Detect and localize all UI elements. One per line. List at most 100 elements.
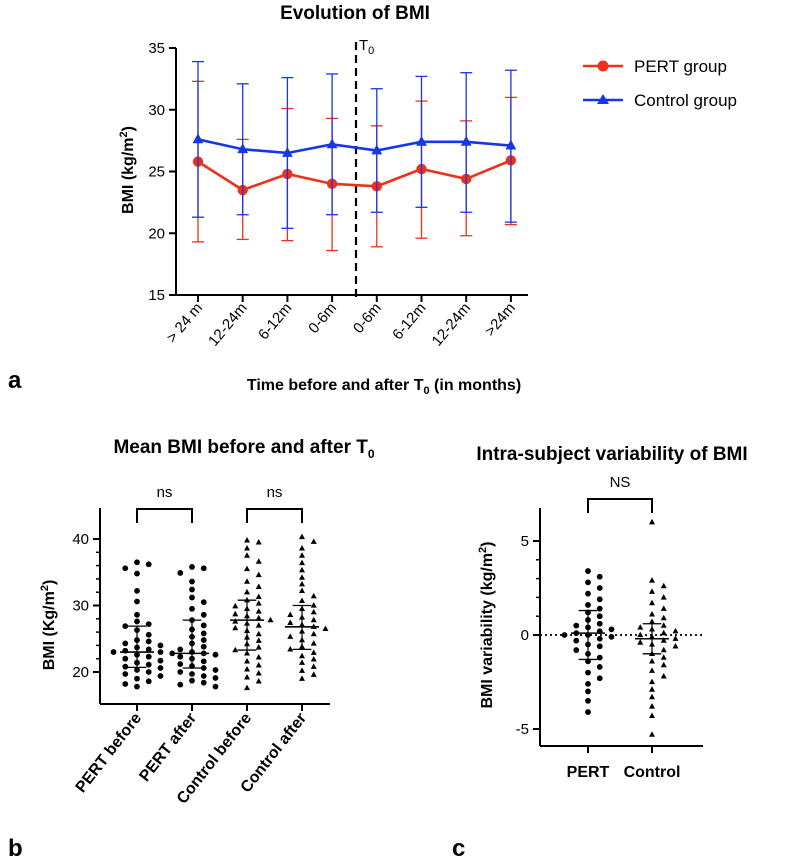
data-point	[648, 577, 656, 583]
group-2	[230, 536, 274, 691]
x-tick-label: 12-24m	[205, 300, 251, 350]
data-point	[134, 611, 140, 618]
data-point	[255, 614, 262, 621]
data-point	[200, 665, 207, 671]
chart-b-title: Mean BMI before and after T0	[113, 437, 374, 461]
data-point	[660, 594, 667, 600]
data-point	[122, 655, 129, 662]
data-point	[189, 677, 195, 684]
data-point	[310, 602, 317, 608]
chart-a-legend: PERT group Control group	[583, 57, 737, 110]
data-point	[596, 620, 603, 627]
t0-marker-label: T0	[359, 37, 374, 57]
data-point	[561, 632, 568, 638]
y-tick-label: 20	[148, 225, 165, 242]
chart-a-title: Evolution of BMI	[280, 3, 430, 24]
data-point	[648, 518, 656, 525]
data-point	[298, 559, 306, 566]
data-point	[371, 144, 383, 155]
data-point	[177, 661, 184, 667]
data-point	[648, 618, 656, 625]
data-point	[660, 614, 667, 621]
data-point	[212, 683, 219, 690]
data-point	[200, 630, 207, 637]
data-point	[596, 585, 603, 591]
y-tick-label: 30	[72, 598, 89, 615]
data-point	[282, 146, 293, 157]
data-point	[157, 642, 164, 649]
data-point	[648, 657, 656, 664]
data-point	[200, 565, 207, 572]
data-point	[326, 138, 338, 149]
data-point	[232, 624, 239, 631]
y-tick-label: 25	[148, 164, 165, 181]
data-point	[310, 671, 317, 677]
data-point	[145, 621, 152, 628]
data-point	[585, 568, 591, 574]
data-point	[200, 611, 207, 618]
data-point	[145, 661, 152, 668]
data-point	[596, 643, 603, 650]
data-point	[672, 635, 679, 641]
x-tick-label: > 24 m	[163, 300, 206, 346]
data-point	[298, 587, 306, 594]
data-point	[298, 544, 306, 551]
chart-b-ylabel: BMI (Kg/m2)	[39, 580, 58, 671]
data-point	[637, 639, 644, 645]
data-point	[255, 669, 262, 676]
significance-bracket	[587, 498, 653, 513]
y-tick-label: 30	[148, 102, 165, 119]
x-tick-label: 6-12m	[255, 300, 295, 344]
y-tick-label: -5	[516, 721, 529, 738]
data-point	[134, 667, 140, 673]
data-point	[255, 677, 262, 684]
data-point	[177, 570, 184, 576]
data-point	[200, 637, 207, 643]
data-point	[177, 669, 184, 675]
data-point	[660, 605, 667, 611]
data-point	[177, 653, 184, 660]
y-tick-label: 35	[148, 40, 165, 57]
data-point	[212, 675, 219, 681]
data-point	[232, 610, 239, 617]
data-point	[573, 647, 580, 653]
data-point	[243, 588, 251, 595]
data-point	[648, 712, 656, 719]
data-point	[648, 693, 656, 700]
data-point	[212, 651, 219, 658]
data-point	[287, 619, 294, 625]
data-point	[637, 631, 644, 638]
y-tick-label: 15	[148, 287, 165, 304]
data-point	[243, 658, 251, 664]
data-point	[310, 640, 317, 646]
data-point	[243, 536, 251, 543]
data-point	[243, 578, 251, 584]
data-point	[157, 649, 164, 655]
data-point	[585, 688, 591, 695]
data-point	[145, 638, 152, 645]
data-point	[460, 135, 472, 146]
data-point	[232, 646, 239, 653]
data-point	[189, 671, 195, 677]
data-point	[672, 627, 679, 634]
data-point	[298, 597, 306, 604]
series-control	[192, 60, 517, 229]
data-point	[267, 616, 274, 623]
data-point	[660, 673, 667, 679]
data-point	[134, 618, 140, 625]
data-point	[177, 681, 184, 688]
data-point	[189, 586, 195, 593]
data-point	[255, 662, 262, 668]
data-point	[122, 671, 129, 677]
data-point	[255, 630, 262, 637]
data-point	[255, 600, 262, 606]
x-tick-label: PERT	[567, 764, 610, 781]
significance-label: ns	[267, 484, 283, 501]
data-point	[416, 135, 427, 146]
series-line	[197, 138, 512, 155]
data-point	[608, 633, 615, 640]
significance-bracket	[136, 508, 193, 523]
data-point	[122, 663, 129, 670]
chart-a-xlabel: Time before and after T0 (in months)	[247, 377, 521, 397]
data-point	[189, 594, 195, 601]
